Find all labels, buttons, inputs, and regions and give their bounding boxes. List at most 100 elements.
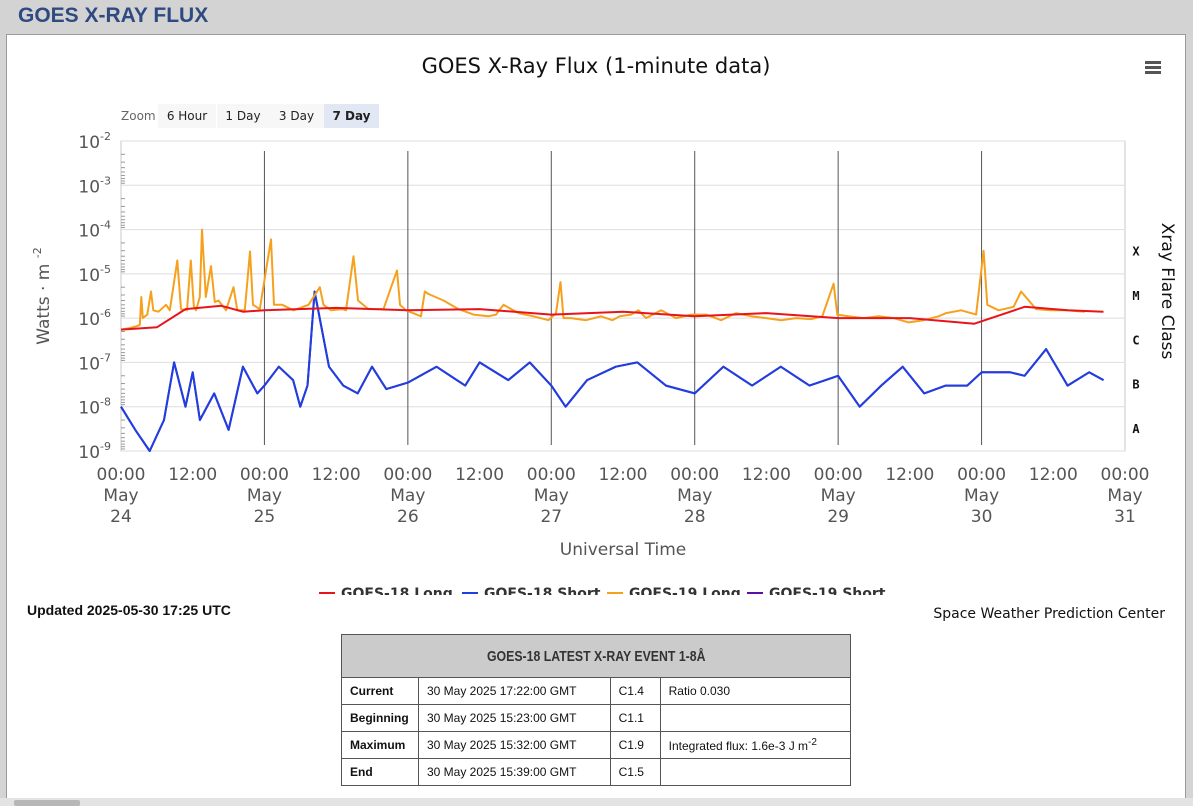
event-row-time: 30 May 2025 15:23:00 GMT (418, 704, 611, 732)
y-tick-label: 10-8 (78, 396, 111, 419)
x-tick-month: May (964, 486, 999, 506)
event-row-extra: Integrated flux: 1.6e-3 J m-2 (659, 731, 852, 759)
x-tick-time: 00:00 (527, 465, 576, 485)
page-title: GOES X-RAY FLUX (18, 4, 209, 27)
menu-icon-bar (1145, 61, 1161, 64)
x-tick-time: 12:00 (168, 465, 217, 485)
plot-area (120, 140, 1126, 452)
y-tick-label: 10-6 (78, 307, 111, 330)
menu-icon-bar (1145, 66, 1161, 69)
zoom-button-bg (324, 104, 379, 128)
xray-flux-chart: GOES X-Ray Flux (1-minute data) Zoom 6 H… (31, 54, 1177, 595)
zoom-button-label: 1 Day (225, 109, 260, 123)
x-tick-day: 24 (110, 507, 132, 527)
event-row-extra (659, 758, 852, 786)
x-tick-time: 12:00 (742, 465, 791, 485)
legend-item[interactable]: GOES-19 Long (607, 586, 741, 595)
menu-icon[interactable] (1145, 61, 1161, 74)
event-row-label: Maximum (341, 731, 419, 759)
page-header: GOES X-RAY FLUX (0, 0, 1193, 34)
x-tick-month: May (103, 486, 138, 506)
x-tick-time: 12:00 (599, 465, 648, 485)
event-row-class: C1.9 (609, 731, 661, 759)
y-tick-label: 10-4 (78, 219, 111, 242)
legend-item[interactable]: GOES-18 Long (319, 586, 453, 595)
x-tick-month: May (390, 486, 425, 506)
x-tick-day: 30 (971, 507, 993, 527)
x-tick-time: 12:00 (1029, 465, 1078, 485)
x-axis-title: Universal Time (560, 540, 686, 560)
x-tick-time: 00:00 (97, 465, 146, 485)
x-tick-day: 29 (827, 507, 849, 527)
event-row: End 30 May 2025 15:39:00 GMT C1.5 (341, 758, 852, 786)
event-row-class: C1.4 (609, 677, 661, 705)
x-tick-month: May (677, 486, 712, 506)
zoom-button-1-day[interactable]: 1 Day (217, 104, 269, 128)
flare-class-label: C (1132, 333, 1139, 347)
x-tick-time: 00:00 (383, 465, 432, 485)
event-row-label: Current (341, 677, 419, 705)
legend-label: GOES-18 Long (341, 586, 453, 595)
zoom-button-bg (158, 104, 216, 128)
series-lines (120, 228, 1104, 452)
x-tick-time: 12:00 (455, 465, 504, 485)
x-tick-time: 12:00 (312, 465, 361, 485)
axes: 10-2 10-3 10-4 10-5 10-6 10-7 10-8 10-9 Watts · … (31, 130, 1177, 560)
flare-class-label: M (1132, 289, 1139, 303)
scrollbar-thumb[interactable] (14, 800, 80, 806)
zoom-label: Zoom (121, 109, 156, 123)
legend-label: GOES-19 Short (769, 586, 886, 595)
event-row-class: C1.5 (609, 758, 661, 786)
event-table-title: GOES-18 LATEST X-RAY EVENT 1-8Å (341, 634, 851, 678)
legend-label: GOES-18 Short (484, 586, 601, 595)
series-line (120, 290, 1104, 452)
event-row-label: Beginning (341, 704, 419, 732)
x-tick-day: 25 (254, 507, 276, 527)
legend: GOES-18 Long GOES-18 Short GOES-19 Long GOE… (319, 586, 886, 595)
x-tick-time: 00:00 (240, 465, 289, 485)
event-row-extra: Ratio 0.030 (659, 677, 852, 705)
zoom-button-7-day[interactable]: 7 Day (324, 104, 379, 128)
menu-icon-bar (1145, 71, 1161, 74)
flare-class-label: A (1132, 422, 1140, 436)
x-tick-day: 28 (684, 507, 706, 527)
zoom-button-6-hour[interactable]: 6 Hour (158, 104, 216, 128)
series-line (120, 304, 1104, 331)
event-row: Beginning 30 May 2025 15:23:00 GMT C1.1 (341, 704, 852, 732)
legend-item[interactable]: GOES-18 Short (462, 586, 601, 595)
y-tick-label: 10-5 (78, 263, 111, 286)
x-tick-month: May (1107, 486, 1142, 506)
legend-item[interactable]: GOES-19 Short (747, 586, 886, 595)
plot-background (120, 140, 1126, 452)
chart-panel: GOES X-Ray Flux (1-minute data) Zoom 6 H… (6, 34, 1186, 806)
x-tick-time: 00:00 (670, 465, 719, 485)
y-axis-title: Watts · m -2 (31, 247, 54, 344)
horizontal-scrollbar[interactable] (0, 798, 1193, 806)
zoom-button-bg (269, 104, 324, 128)
flare-class-label: X (1132, 245, 1140, 259)
flare-class-label: B (1132, 378, 1139, 392)
zoom-button-3-day[interactable]: 3 Day (269, 104, 324, 128)
event-row-extra (659, 704, 852, 732)
x-tick-day: 27 (540, 507, 562, 527)
y-tick-label: 10-3 (78, 174, 111, 197)
event-row-time: 30 May 2025 17:22:00 GMT (418, 677, 611, 705)
x-tick-month: May (534, 486, 569, 506)
zoom-button-bg (217, 104, 269, 128)
event-row-class: C1.1 (609, 704, 661, 732)
x-tick-day: 31 (1114, 507, 1136, 527)
x-tick-month: May (821, 486, 856, 506)
x-tick-time: 00:00 (1101, 465, 1150, 485)
x-tick-month: May (247, 486, 282, 506)
zoom-buttons: 6 Hour 1 Day 3 Day 7 Day (158, 104, 379, 128)
credit-text: Space Weather Prediction Center (933, 606, 1165, 622)
x-tick-time: 12:00 (885, 465, 934, 485)
y-tick-label: 10-9 (78, 440, 111, 463)
event-row-time: 30 May 2025 15:32:00 GMT (418, 731, 611, 759)
right-axis-title: Xray Flare Class (1157, 223, 1177, 360)
updated-timestamp: Updated 2025-05-30 17:25 UTC (27, 602, 231, 618)
zoom-button-label: 6 Hour (167, 109, 207, 123)
legend-label: GOES-19 Long (629, 586, 741, 595)
x-tick-time: 00:00 (814, 465, 863, 485)
event-row: Current 30 May 2025 17:22:00 GMT C1.4 Ratio… (341, 677, 852, 705)
